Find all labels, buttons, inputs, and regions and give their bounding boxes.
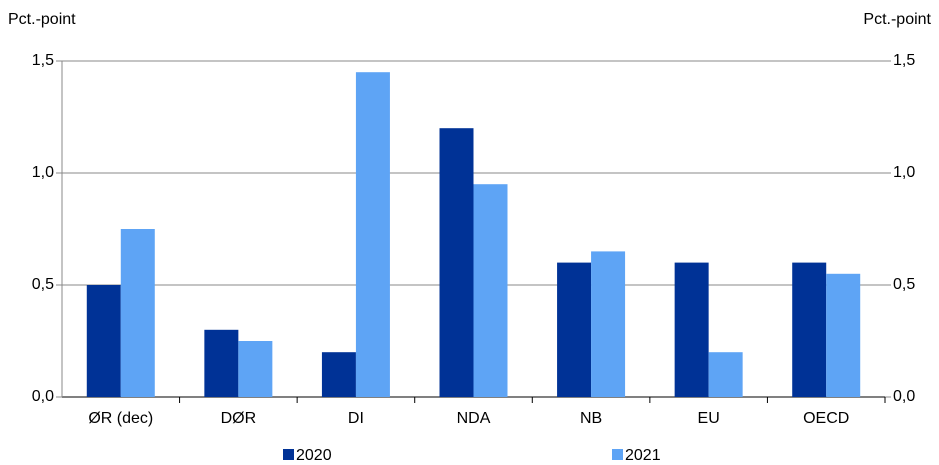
x-tick-label: ØR (dec) [88,410,153,427]
x-tick-label: DI [348,410,364,427]
legend-label: 2020 [296,447,332,464]
legend-label: 2021 [625,447,661,464]
y-axis-label: Pct.-point [8,11,76,28]
y2-tick-label: 0,0 [893,388,915,405]
bar [355,72,390,397]
bar [792,262,827,397]
y2-tick-label: 0,5 [893,276,915,293]
bar [557,262,592,397]
x-tick-label: DØR [221,410,257,427]
bar [86,285,121,397]
bar [238,341,273,397]
y-tick-label: 0,5 [32,276,54,293]
bar [591,251,626,397]
bar [321,352,356,397]
x-tick-label: NB [580,410,602,427]
legend-swatch [283,449,294,460]
bar [439,128,474,397]
legend-swatch [612,449,623,460]
y2-tick-label: 1,0 [893,164,915,181]
y2-axis-label: Pct.-point [863,11,931,28]
bar [473,184,508,397]
y-tick-label: 1,0 [32,164,54,181]
x-tick-label: OECD [803,410,849,427]
y-tick-label: 0,0 [32,388,54,405]
y-tick-label: 1,5 [32,52,54,69]
y2-tick-label: 1,5 [893,52,915,69]
bar [708,352,743,397]
bar [204,329,239,397]
bar [674,262,709,397]
x-tick-label: EU [698,410,720,427]
x-tick-label: NDA [457,410,491,427]
bar [826,273,861,397]
bar [120,229,155,397]
